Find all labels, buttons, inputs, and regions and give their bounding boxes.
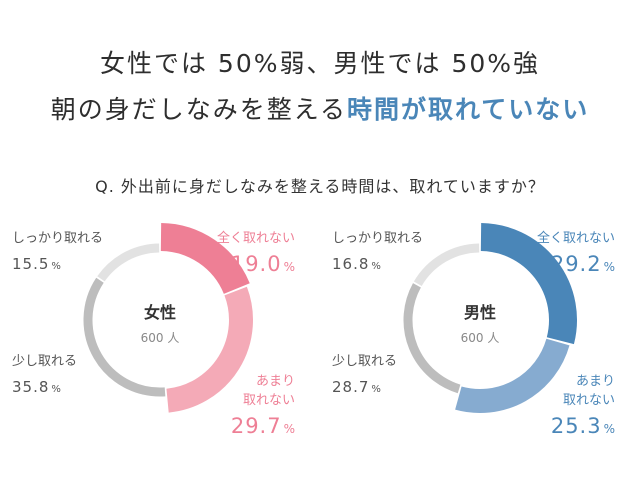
donut-slice-0 <box>480 223 577 345</box>
headline-line-2-prefix: 朝の身だしなみを整える <box>50 95 347 124</box>
donut-slice-3 <box>97 243 160 282</box>
center-sub: 600 人 <box>461 331 500 345</box>
donut-slice-0 <box>160 223 250 295</box>
headline-line-2-emphasis: 時間が取れていない <box>347 95 590 124</box>
slice-label-0: 全く取れない <box>217 230 295 246</box>
slice-label-1: あまり <box>256 374 295 389</box>
slice-label-2: 少し取れる <box>12 354 77 369</box>
center-title: 男性 <box>464 303 496 322</box>
donut-slice-1 <box>166 286 253 413</box>
center-sub: 600 人 <box>141 331 180 345</box>
center-title: 女性 <box>144 303 176 322</box>
slice-label-3: しっかり取れる <box>332 231 423 246</box>
slice-value-0: 29.2% <box>551 252 615 276</box>
slice-label-1: あまり <box>576 374 615 389</box>
slice-value-0: 19.0% <box>231 252 295 276</box>
slice-value-3: 15.5% <box>12 255 61 273</box>
slice-label-2: 少し取れる <box>332 354 397 369</box>
donut-slice-2 <box>403 283 461 394</box>
slice-value-1: 29.7% <box>231 414 295 438</box>
donut-slice-2 <box>83 277 166 397</box>
slice-value-2: 28.7% <box>332 378 381 396</box>
donut-slice-3 <box>413 243 480 287</box>
headline-line-1: 女性では 50%弱、男性では 50%強 <box>99 49 541 78</box>
slice-value-1: 25.3% <box>551 414 615 438</box>
slice-value-3: 16.8% <box>332 255 381 273</box>
slice-value-2: 35.8% <box>12 378 61 396</box>
donut-slice-1 <box>455 338 570 413</box>
slice-label-3: しっかり取れる <box>12 231 103 246</box>
slice-label-1: 取れない <box>563 393 615 408</box>
slice-label-1: 取れない <box>243 393 295 408</box>
headline-line-2: 朝の身だしなみを整える時間が取れていない <box>0 90 640 126</box>
slice-label-0: 全く取れない <box>537 230 615 246</box>
question-text: Q. 外出前に身だしなみを整える時間は、取れていますか？ <box>95 177 545 196</box>
